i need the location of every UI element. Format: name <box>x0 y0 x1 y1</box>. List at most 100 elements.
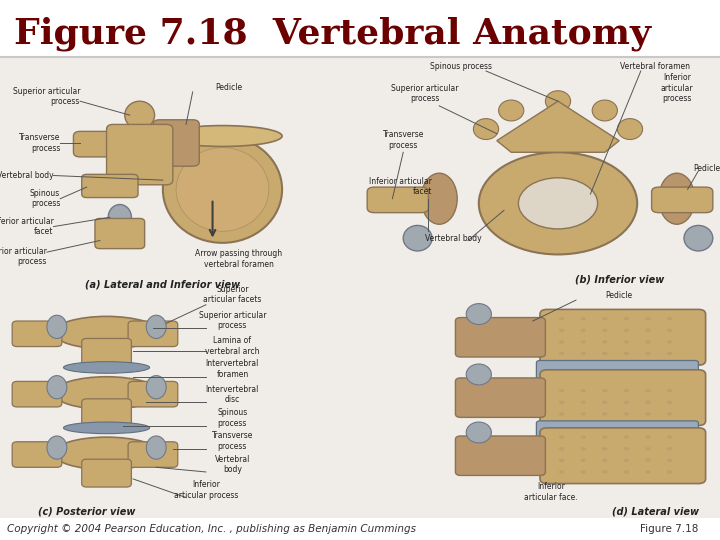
Ellipse shape <box>624 340 629 343</box>
Text: Figure 7.18: Figure 7.18 <box>640 523 698 534</box>
Ellipse shape <box>146 376 166 399</box>
Ellipse shape <box>580 435 586 439</box>
Ellipse shape <box>624 447 629 450</box>
Ellipse shape <box>559 352 564 355</box>
Ellipse shape <box>403 225 432 251</box>
Ellipse shape <box>667 389 672 393</box>
Ellipse shape <box>559 435 564 439</box>
Ellipse shape <box>645 389 651 393</box>
Text: Spinous process: Spinous process <box>430 62 492 71</box>
Ellipse shape <box>559 412 564 416</box>
Ellipse shape <box>667 352 672 355</box>
Ellipse shape <box>624 435 629 439</box>
Ellipse shape <box>667 470 672 474</box>
Ellipse shape <box>602 389 608 393</box>
FancyBboxPatch shape <box>536 421 698 442</box>
FancyBboxPatch shape <box>82 174 138 198</box>
Text: Vertebral body: Vertebral body <box>0 171 53 180</box>
FancyBboxPatch shape <box>455 378 546 417</box>
Text: Inferior
articular
process: Inferior articular process <box>660 73 693 103</box>
Ellipse shape <box>580 401 586 404</box>
Ellipse shape <box>580 328 586 332</box>
Text: Transverse
process: Transverse process <box>19 133 60 153</box>
Ellipse shape <box>645 352 651 355</box>
Ellipse shape <box>498 100 523 121</box>
Ellipse shape <box>580 389 586 393</box>
Text: Pedicle: Pedicle <box>606 291 633 300</box>
FancyBboxPatch shape <box>82 459 132 487</box>
Ellipse shape <box>53 316 160 349</box>
Ellipse shape <box>163 126 282 146</box>
Ellipse shape <box>559 458 564 462</box>
Ellipse shape <box>602 317 608 320</box>
Ellipse shape <box>624 401 629 404</box>
Ellipse shape <box>580 340 586 343</box>
Ellipse shape <box>559 317 564 320</box>
Text: Pedicle: Pedicle <box>693 164 720 173</box>
Ellipse shape <box>53 377 160 409</box>
Ellipse shape <box>667 435 672 439</box>
Text: Inferior
articular process: Inferior articular process <box>174 480 238 500</box>
Ellipse shape <box>667 401 672 404</box>
Ellipse shape <box>645 435 651 439</box>
FancyBboxPatch shape <box>652 187 713 213</box>
Ellipse shape <box>580 458 586 462</box>
Ellipse shape <box>602 340 608 343</box>
Text: Lamina of
vertebral arch: Lamina of vertebral arch <box>205 336 260 355</box>
Ellipse shape <box>580 470 586 474</box>
Ellipse shape <box>176 147 269 231</box>
Ellipse shape <box>47 315 67 339</box>
Ellipse shape <box>645 401 651 404</box>
Ellipse shape <box>602 447 608 450</box>
Text: Transverse
process: Transverse process <box>382 130 424 150</box>
Text: Arrow passing through
vertebral foramen: Arrow passing through vertebral foramen <box>195 249 283 269</box>
FancyBboxPatch shape <box>128 321 178 347</box>
FancyBboxPatch shape <box>12 321 62 347</box>
Ellipse shape <box>684 225 713 251</box>
Text: Vertebral
body: Vertebral body <box>215 455 250 474</box>
Ellipse shape <box>602 352 608 355</box>
Text: (d) Lateral view: (d) Lateral view <box>612 506 698 516</box>
Ellipse shape <box>63 422 150 434</box>
Text: Superior articular
process: Superior articular process <box>391 84 459 103</box>
Ellipse shape <box>580 352 586 355</box>
Ellipse shape <box>108 205 132 230</box>
Ellipse shape <box>667 458 672 462</box>
Ellipse shape <box>580 447 586 450</box>
Ellipse shape <box>125 101 155 129</box>
Ellipse shape <box>559 340 564 343</box>
Text: Inferior articular
facet: Inferior articular facet <box>369 177 432 196</box>
Text: Copyright © 2004 Pearson Education, Inc. , publishing as Benjamin Cummings: Copyright © 2004 Pearson Education, Inc.… <box>7 523 416 534</box>
Text: Superior articular
process: Superior articular process <box>199 310 266 330</box>
Ellipse shape <box>624 352 629 355</box>
FancyBboxPatch shape <box>12 381 62 407</box>
Ellipse shape <box>645 328 651 332</box>
Ellipse shape <box>645 412 651 416</box>
Ellipse shape <box>146 315 166 339</box>
Ellipse shape <box>580 317 586 320</box>
FancyBboxPatch shape <box>82 339 132 366</box>
Ellipse shape <box>624 389 629 393</box>
Ellipse shape <box>163 136 282 243</box>
Ellipse shape <box>546 91 571 112</box>
FancyBboxPatch shape <box>128 442 178 467</box>
Ellipse shape <box>602 328 608 332</box>
Ellipse shape <box>53 437 160 470</box>
Ellipse shape <box>624 412 629 416</box>
Ellipse shape <box>667 340 672 343</box>
Ellipse shape <box>659 173 695 224</box>
Bar <box>0 57 720 518</box>
Text: (b) Inferior view: (b) Inferior view <box>575 275 664 285</box>
FancyBboxPatch shape <box>455 436 546 475</box>
Ellipse shape <box>559 447 564 450</box>
Ellipse shape <box>559 470 564 474</box>
Ellipse shape <box>602 458 608 462</box>
Text: Superior
articular facets: Superior articular facets <box>203 285 261 305</box>
FancyBboxPatch shape <box>153 120 199 166</box>
Text: Inferior articular
facet: Inferior articular facet <box>0 217 53 237</box>
FancyBboxPatch shape <box>73 131 146 157</box>
Ellipse shape <box>47 436 67 459</box>
Text: Superior articular
process: Superior articular process <box>12 87 80 106</box>
Ellipse shape <box>645 317 651 320</box>
FancyBboxPatch shape <box>107 124 173 185</box>
